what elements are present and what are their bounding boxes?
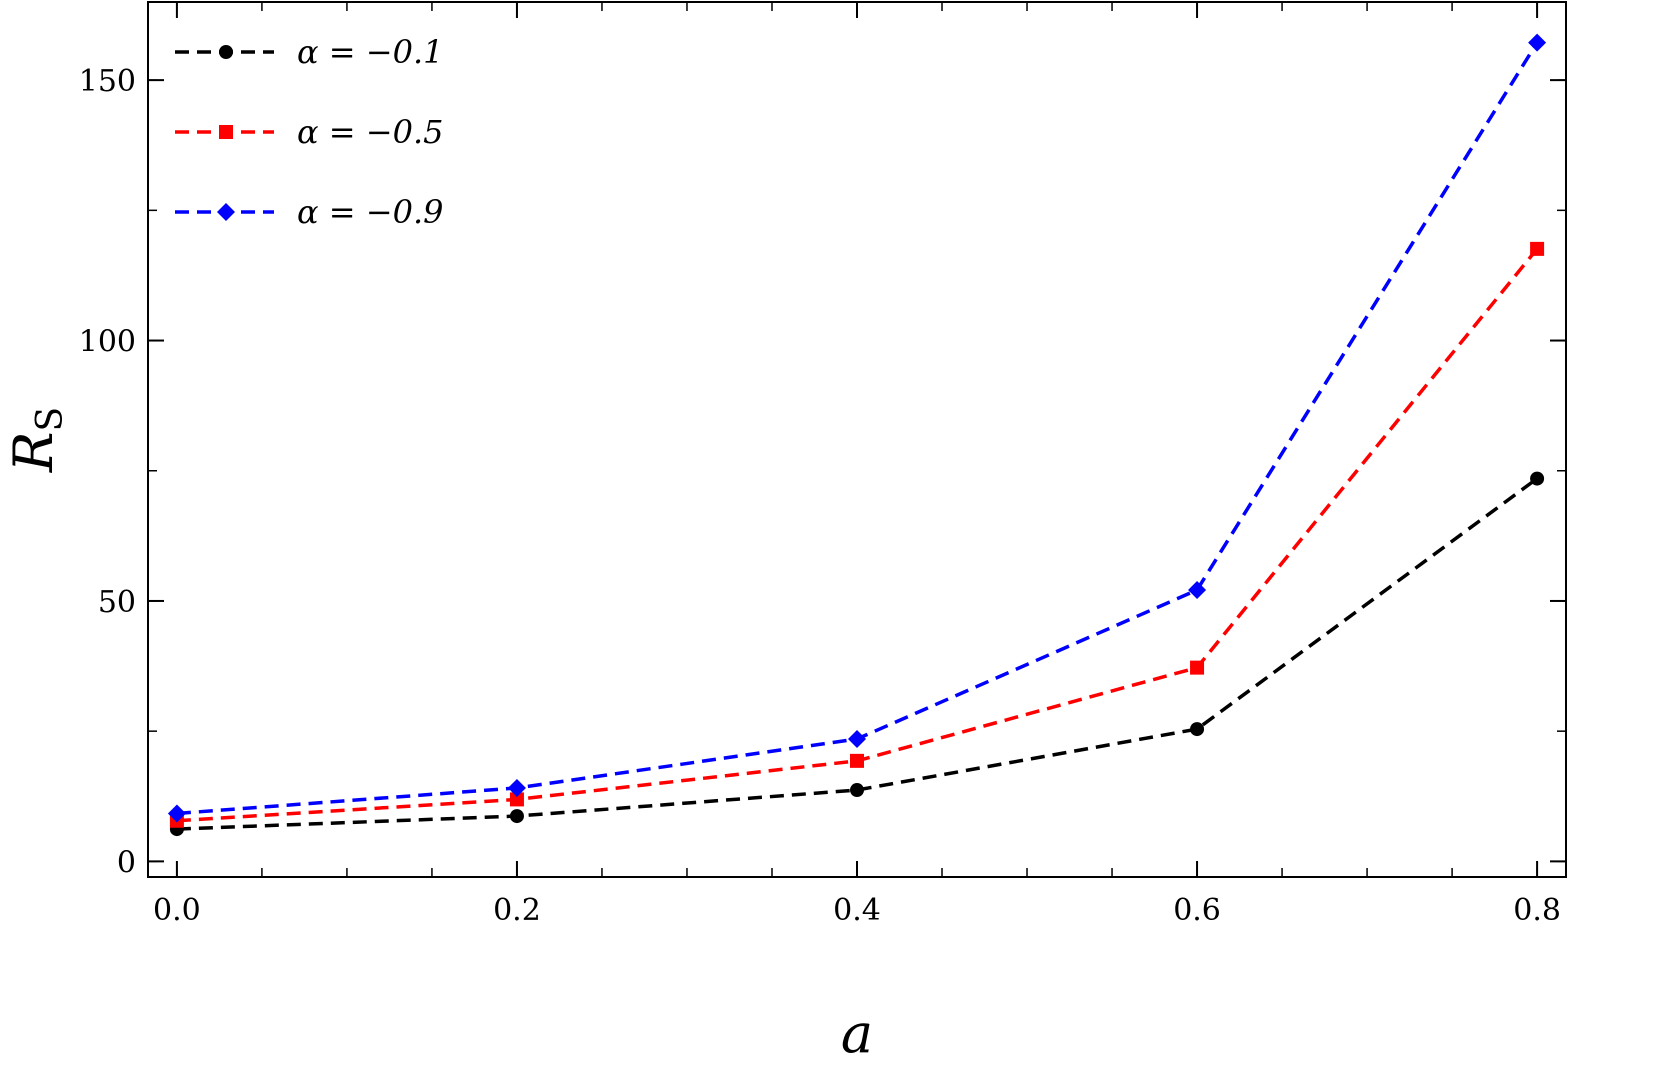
x-tick-label: 0.2	[493, 893, 541, 928]
data-point	[219, 125, 233, 139]
y-tick-label: 0	[117, 845, 136, 880]
y-axis-title: RS	[2, 407, 71, 473]
data-point	[848, 729, 866, 748]
plot-frame	[147, 1, 1567, 878]
data-point	[850, 753, 864, 768]
x-axis-title: a	[841, 1002, 873, 1065]
data-point	[1528, 33, 1547, 52]
legend-label: α = −0.9	[297, 193, 443, 231]
legend-entry: α = −0.9	[175, 193, 443, 231]
legend-label: α = −0.5	[297, 113, 443, 151]
series-circle	[169, 471, 1545, 837]
data-point	[217, 203, 235, 221]
data-point	[1188, 581, 1207, 600]
legend-entry: α = −0.1	[175, 33, 443, 71]
data-point	[1190, 660, 1205, 675]
y-axis-title-subscript: S	[30, 407, 71, 432]
legend-entry: α = −0.5	[175, 113, 443, 151]
x-tick-label: 0.8	[1513, 893, 1561, 928]
data-point	[509, 809, 524, 824]
series-line	[176, 41, 1539, 816]
data-point	[167, 804, 186, 823]
legend-label: α = −0.1	[297, 33, 443, 71]
y-tick-label: 50	[98, 585, 136, 620]
svg-text:RS: RS	[2, 407, 71, 473]
data-point	[1190, 722, 1205, 737]
series-diamond	[167, 33, 1547, 823]
axis-ticks	[148, 2, 1566, 877]
tick-labels: 0.0 0.2 0.4 0.6 0.8 0 50 100 150	[79, 64, 1561, 928]
legend: α = −0.1 α = −0.5 α = −0.9	[175, 33, 443, 231]
y-axis-title-main: R	[2, 432, 65, 474]
data-point	[1530, 241, 1545, 256]
series-square	[169, 241, 1545, 828]
data-point	[850, 783, 864, 798]
series-layer	[167, 33, 1547, 837]
data-point	[219, 45, 233, 59]
x-tick-label: 0.4	[833, 893, 881, 928]
data-point	[1530, 471, 1545, 486]
y-tick-label: 150	[79, 64, 136, 99]
data-point	[507, 778, 526, 797]
series-line	[176, 477, 1539, 831]
y-tick-label: 100	[79, 325, 136, 360]
data-point	[509, 792, 524, 807]
x-tick-label: 0.6	[1173, 893, 1221, 928]
x-tick-label: 0.0	[153, 893, 201, 928]
